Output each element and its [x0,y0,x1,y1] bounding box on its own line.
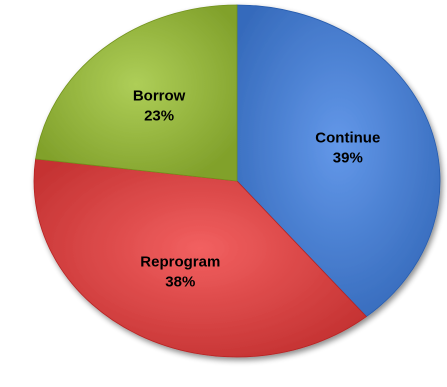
pie-slice-borrow [35,4,238,182]
pie-slice-reprogram [33,158,368,358]
pie-slice-continue [236,4,441,318]
slice-value-label: 23% [144,107,174,124]
pie-slices [33,4,441,358]
slice-category-label: Continue [315,129,380,146]
pie-labels: Continue 39% Reprogram 38% Borrow 23% [133,87,380,290]
slice-category-label: Reprogram [140,254,220,271]
slice-category-label: Borrow [133,87,186,104]
slice-value-label: 39% [333,149,363,166]
slice-value-label: 38% [165,274,195,291]
